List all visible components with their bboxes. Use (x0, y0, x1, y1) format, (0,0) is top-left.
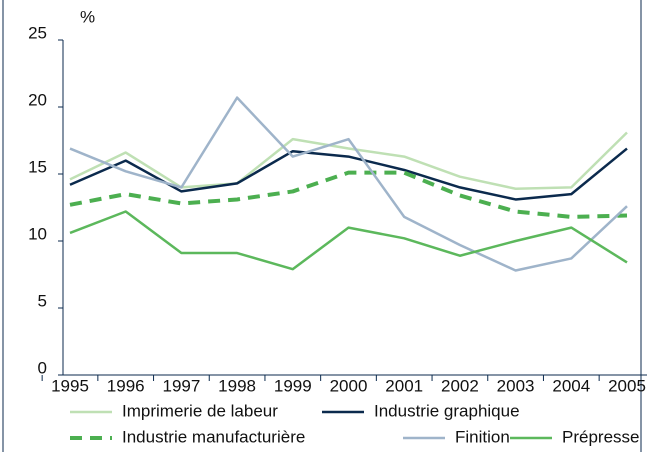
x-tick-label: 2000 (330, 376, 368, 395)
x-tick-label: 1996 (107, 376, 145, 395)
y-tick-label: 10 (28, 224, 47, 243)
x-tick-label: 2003 (497, 376, 535, 395)
y-tick-label: 20 (28, 90, 47, 109)
x-tick-label: 1997 (162, 376, 200, 395)
x-tick-label: 1999 (274, 376, 312, 395)
y-unit: % (80, 7, 95, 26)
x-tick-label: 1995 (51, 376, 89, 395)
legend-label: Industrie graphique (374, 401, 520, 420)
x-tick-label: 2004 (552, 376, 590, 395)
series-line (69, 96, 628, 272)
series-line (69, 131, 628, 190)
legend-label: Imprimerie de labeur (122, 401, 278, 420)
legend-label: Finition (455, 427, 510, 446)
x-tick-label: 2002 (441, 376, 479, 395)
y-tick-label: 5 (38, 291, 47, 310)
x-tick-label: 2005 (608, 376, 646, 395)
series-line (69, 170, 628, 219)
y-tick-label: 15 (28, 157, 47, 176)
y-tick-label: 25 (28, 23, 47, 42)
x-tick-label: 2001 (385, 376, 423, 395)
legend-label: Industrie manufacturière (122, 427, 305, 446)
series-line (69, 210, 628, 271)
y-tick-label: 0 (38, 358, 47, 377)
x-tick-label: 1998 (218, 376, 256, 395)
legend-label: Prépresse (562, 427, 639, 446)
